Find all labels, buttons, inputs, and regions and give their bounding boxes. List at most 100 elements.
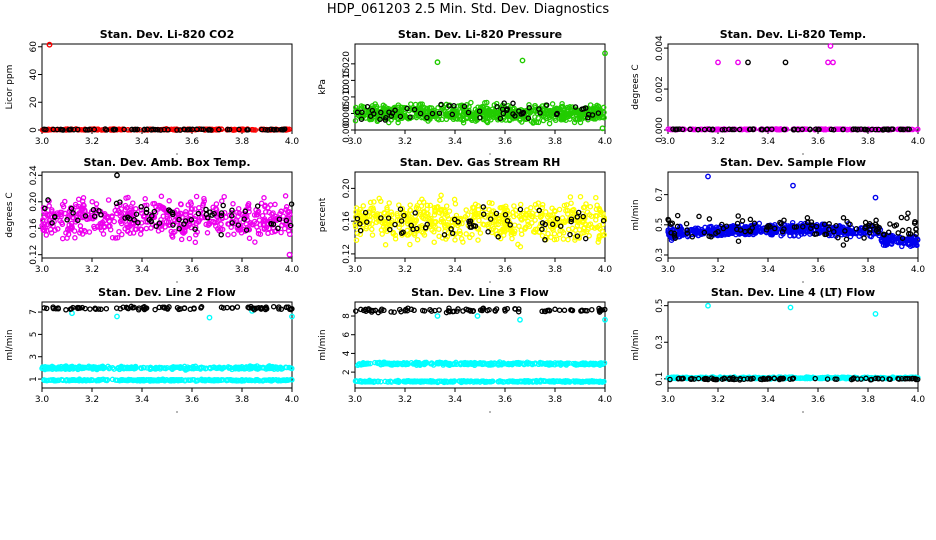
data-point — [548, 234, 554, 240]
data-point — [68, 223, 75, 229]
data-point — [912, 218, 918, 225]
data-point — [424, 114, 430, 121]
data-point — [378, 215, 384, 221]
outlier-point — [434, 313, 441, 319]
data-point — [731, 126, 737, 133]
data-point — [842, 228, 848, 234]
data-point — [156, 202, 162, 209]
x-tick-label: 4.0 — [285, 395, 300, 405]
data-point — [706, 216, 713, 222]
outlier-point — [825, 59, 831, 66]
data-point — [899, 235, 906, 241]
data-point — [492, 360, 498, 367]
data-point — [518, 111, 524, 117]
data-point — [265, 204, 271, 211]
data-point — [510, 360, 517, 367]
data-point — [71, 126, 77, 133]
data-point — [482, 100, 488, 106]
y-tick-label: 0.20 — [342, 178, 352, 198]
data-point — [138, 204, 144, 210]
data-point — [423, 359, 430, 366]
data-point — [585, 111, 592, 118]
series-reference — [41, 303, 295, 313]
data-point — [517, 378, 524, 385]
data-point — [268, 126, 274, 133]
data-point — [358, 103, 365, 109]
data-point — [816, 126, 822, 133]
data-point — [262, 126, 269, 133]
data-point — [372, 213, 378, 219]
data-point — [543, 102, 550, 108]
x-tick-label: 3.8 — [548, 137, 563, 147]
data-point — [549, 378, 555, 384]
data-point — [518, 231, 525, 237]
data-point — [235, 222, 242, 228]
x-tick-label: 3.2 — [398, 137, 412, 147]
data-point — [114, 234, 121, 241]
data-point — [270, 303, 277, 310]
data-point — [840, 215, 847, 221]
data-point — [269, 211, 275, 217]
data-point — [539, 226, 545, 233]
y-axis-label: degrees C — [5, 192, 15, 237]
data-point — [203, 206, 209, 213]
data-point — [812, 231, 818, 237]
data-point — [813, 126, 819, 132]
series-reference — [670, 59, 912, 133]
data-point — [487, 360, 493, 367]
x-tick-label: 3.2 — [398, 265, 412, 275]
data-point — [542, 308, 549, 315]
data-point — [747, 228, 754, 235]
data-point — [532, 360, 539, 366]
data-point — [41, 377, 47, 383]
y-axis-label: ml/min — [631, 329, 641, 360]
data-point — [431, 205, 438, 211]
data-point — [187, 126, 193, 133]
data-point — [570, 360, 576, 367]
data-point — [285, 213, 292, 220]
y-axis-label: ml/min — [5, 329, 15, 360]
outlier-point — [599, 125, 606, 132]
x-tick-label: 3.4 — [135, 137, 150, 147]
data-point — [544, 214, 551, 220]
data-point — [764, 126, 771, 132]
y-tick-label: 0.004 — [655, 35, 665, 61]
data-point — [91, 213, 98, 219]
data-point — [164, 215, 171, 221]
outlier-point — [715, 59, 721, 66]
data-point — [759, 126, 766, 133]
data-point — [385, 215, 392, 221]
data-point — [270, 221, 277, 227]
data-point — [453, 359, 459, 366]
data-point — [804, 215, 811, 221]
data-point — [283, 377, 290, 383]
data-point — [231, 377, 238, 384]
data-point — [887, 221, 893, 227]
data-point — [221, 209, 228, 216]
data-point — [143, 209, 150, 216]
x-tick-label: 3.8 — [548, 265, 563, 275]
data-point — [134, 126, 141, 133]
outlier-point — [782, 59, 789, 66]
x-tick-label: 3.2 — [85, 137, 99, 147]
data-point — [100, 231, 107, 237]
y-tick-label: 0.1 — [655, 372, 665, 386]
data-point — [267, 202, 274, 208]
outlier-point — [827, 43, 834, 49]
data-point — [723, 223, 730, 229]
data-point — [535, 119, 542, 126]
x-tick-label: 3.4 — [761, 137, 776, 147]
y-tick-label: 8 — [342, 313, 352, 319]
data-point — [235, 213, 241, 220]
data-point — [229, 220, 235, 226]
data-point — [804, 126, 810, 132]
data-point — [904, 215, 910, 221]
data-point — [156, 304, 163, 311]
data-point — [204, 230, 211, 236]
data-point — [572, 104, 579, 110]
x-tick-label: 3.8 — [861, 395, 876, 405]
data-point — [67, 306, 74, 312]
data-point — [281, 225, 288, 232]
panel-3: Stan. Dev. Li-820 Temp.3.0 3.2 3.4 3.6 3.8 4.… — [631, 28, 925, 155]
